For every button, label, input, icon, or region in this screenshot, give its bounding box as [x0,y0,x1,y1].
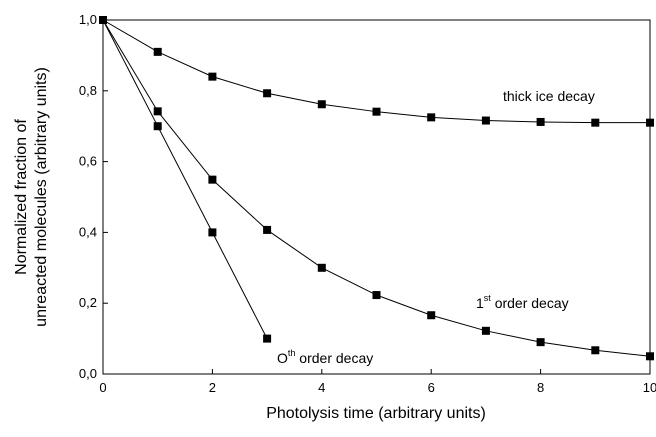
data-point [372,107,381,116]
data-point [646,118,654,127]
y-tick-label: 0,4 [79,224,97,239]
data-point [536,117,545,126]
plot-frame [102,19,651,375]
y-tick-label: 0,0 [79,366,97,381]
data-point [372,291,381,300]
y-tick-label: 0,6 [79,154,97,169]
annotation-text: 1 [476,295,484,311]
data-point [153,107,162,116]
x-tick-label: 10 [643,380,656,395]
annotation: Oth order decay [277,348,373,366]
data-point [208,175,217,184]
data-point [263,225,272,234]
annotation-text: order decay [491,295,569,311]
data-point [591,346,600,355]
annotation-text: order decay [295,350,373,366]
data-point [317,100,326,109]
x-tick-label: 6 [428,380,435,395]
series-line [102,19,650,124]
data-point [427,113,436,122]
y-tick-label: 0,2 [79,295,97,310]
data-point [99,16,107,24]
data-point [591,118,600,127]
annotation-text: thick ice decay [503,88,595,104]
y-tick-label: 0,8 [79,83,97,98]
data-point [536,338,545,347]
data-point [481,326,490,335]
x-tick-label: 8 [537,380,544,395]
annotation: thick ice decay [503,88,595,104]
annotation-superscript: st [484,293,492,303]
x-tick-label: 4 [318,380,325,395]
data-point [646,352,654,361]
data-point [427,311,436,320]
data-point [208,72,217,81]
data-point [208,228,217,237]
annotation-superscript: th [288,348,296,358]
annotation: 1st order decay [476,293,569,311]
y-axis-label: Normalized fraction of [13,119,30,275]
x-axis-label: Photolysis time (arbitrary units) [266,405,486,422]
data-point [317,263,326,272]
x-tick-label: 0 [99,380,106,395]
data-point [153,122,162,131]
y-axis-label: unreacted molecules (arbitrary units) [33,67,50,327]
data-point [263,89,272,98]
y-tick-label: 1,0 [79,12,97,27]
annotation-text: O [277,350,288,366]
series-line [102,19,268,339]
data-point [481,116,490,125]
data-point [263,334,272,343]
data-point [153,47,162,56]
x-tick-label: 2 [209,380,216,395]
